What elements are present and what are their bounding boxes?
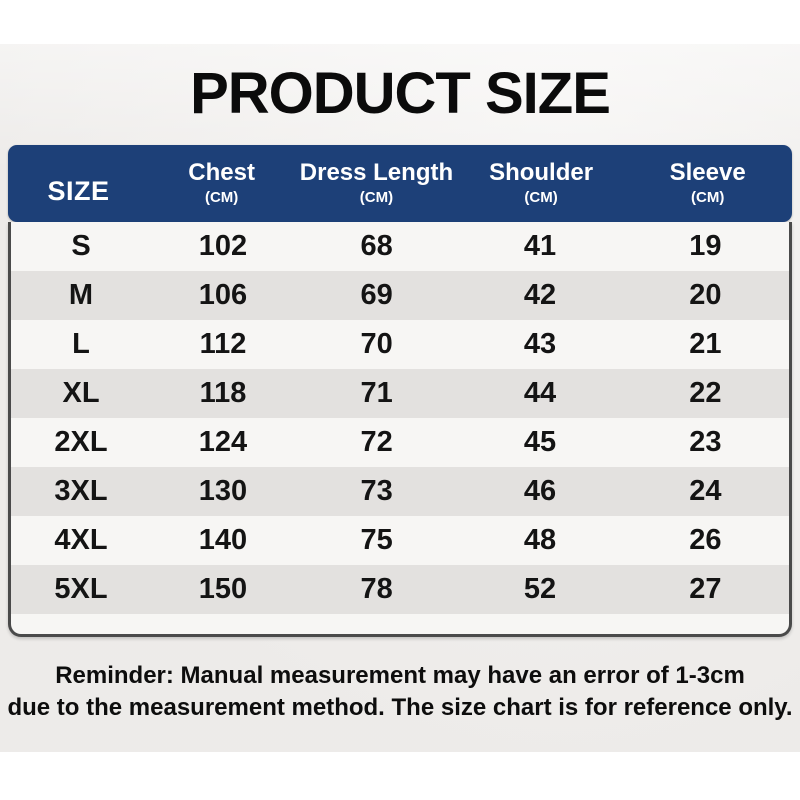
table-body: S 102 68 41 19 M 106 69 42 20 L 112 70 4… (8, 222, 792, 637)
cell-dress-length: 68 (360, 230, 393, 262)
cell-sleeve: 26 (689, 524, 722, 556)
cell-size: S (71, 230, 91, 262)
cell-sleeve: 19 (689, 230, 722, 262)
cell-size: XL (62, 377, 100, 409)
table-row-m: M 106 69 42 20 (11, 271, 789, 320)
page-title: PRODUCT SIZE (190, 61, 611, 126)
cell-dress-length: 70 (360, 328, 393, 360)
cell-size: 5XL (54, 573, 108, 605)
cell-dress-length: 71 (360, 377, 393, 409)
header-size: SIZE (8, 168, 149, 206)
cell-chest: 150 (198, 573, 248, 605)
cell-shoulder: 44 (523, 377, 557, 409)
cell-sleeve: 20 (689, 279, 722, 311)
cell-size: 2XL (54, 426, 108, 458)
reminder-text: Reminder: Manual measurement may have an… (0, 660, 800, 724)
cell-chest: 118 (199, 377, 247, 409)
cell-chest: 106 (198, 279, 248, 311)
table-row-3xl: 3XL 130 73 46 24 (11, 467, 789, 516)
header-sleeve: Sleeve (CM) (623, 160, 792, 207)
table-row-xl: XL 118 71 44 22 (11, 369, 789, 418)
header-sleeve-label: Sleeve (669, 159, 746, 186)
cell-dress-length: 69 (360, 279, 393, 311)
cell-size: 3XL (54, 475, 108, 507)
header-sleeve-unit: (CM) (691, 189, 725, 206)
cell-dress-length: 78 (360, 573, 393, 605)
cell-shoulder: 52 (523, 573, 557, 605)
cell-dress-length: 73 (360, 475, 393, 507)
cell-size: L (72, 328, 90, 360)
header-dress-length: Dress Length (CM) (294, 160, 459, 207)
cell-shoulder: 41 (523, 230, 557, 262)
header-chest: Chest (CM) (149, 160, 294, 207)
cell-size: M (68, 279, 94, 311)
header-dress-length-unit: (CM) (359, 189, 394, 206)
cell-shoulder: 46 (523, 475, 557, 507)
cell-shoulder: 42 (523, 279, 557, 311)
header-shoulder: Shoulder (CM) (459, 160, 624, 207)
cell-chest: 102 (198, 230, 248, 262)
cell-sleeve: 23 (689, 426, 722, 458)
cell-shoulder: 45 (523, 426, 557, 458)
cell-chest: 130 (198, 475, 248, 507)
header-chest-unit: (CM) (204, 189, 239, 206)
size-chart-sheet: PRODUCT SIZE SIZE Chest (CM) Dress Lengt… (0, 44, 800, 752)
cell-chest: 140 (198, 524, 248, 556)
header-chest-label: Chest (188, 159, 255, 186)
header-shoulder-unit: (CM) (524, 189, 558, 206)
table-row-s: S 102 68 41 19 (11, 222, 789, 271)
table-header: SIZE Chest (CM) Dress Length (CM) Should… (8, 145, 792, 222)
cell-shoulder: 48 (523, 524, 557, 556)
cell-dress-length: 75 (360, 524, 393, 556)
table-row-2xl: 2XL 124 72 45 23 (11, 418, 789, 467)
cell-sleeve: 22 (689, 377, 722, 409)
size-table: SIZE Chest (CM) Dress Length (CM) Should… (8, 145, 792, 637)
cell-size: 4XL (54, 524, 108, 556)
header-shoulder-label: Shoulder (489, 159, 594, 186)
header-size-label: SIZE (47, 176, 110, 206)
cell-sleeve: 21 (689, 328, 722, 360)
cell-chest: 112 (199, 328, 247, 360)
reminder-line-1: Reminder: Manual measurement may have an… (55, 662, 745, 689)
table-row-4xl: 4XL 140 75 48 26 (11, 516, 789, 565)
cell-dress-length: 72 (360, 426, 393, 458)
cell-shoulder: 43 (523, 328, 557, 360)
table-row-5xl: 5XL 150 78 52 27 (11, 565, 789, 614)
cell-sleeve: 27 (689, 573, 722, 605)
cell-chest: 124 (198, 426, 248, 458)
reminder-line-2: due to the measurement method. The size … (7, 694, 793, 721)
header-dress-length-label: Dress Length (299, 159, 454, 186)
cell-sleeve: 24 (689, 475, 722, 507)
table-row-l: L 112 70 43 21 (11, 320, 789, 369)
